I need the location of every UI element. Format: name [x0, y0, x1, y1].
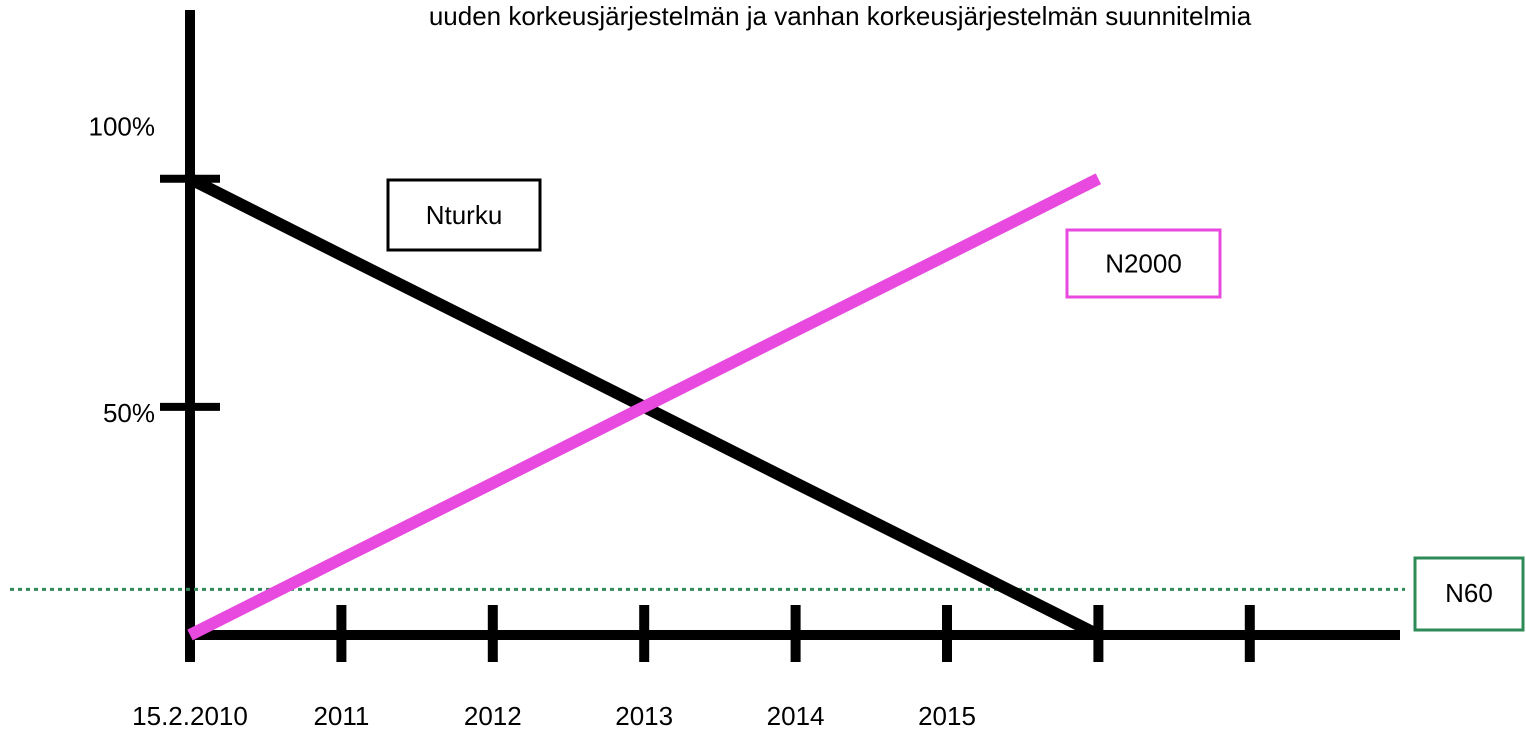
chart-title: uuden korkeusjärjestelmän ja vanhan kork…	[429, 1, 1252, 31]
series-line	[187, 173, 1102, 641]
x-tick-label: 2014	[767, 701, 825, 731]
legend-label: N2000	[1105, 248, 1182, 278]
reference-label: N60	[1445, 578, 1493, 608]
x-tick-label: 2012	[464, 701, 522, 731]
legend-box	[1065, 228, 1222, 299]
y-tick-label: 100%	[89, 112, 156, 142]
reference-label-box	[1413, 556, 1525, 632]
x-tick-label: 2013	[615, 701, 673, 731]
legend-box	[386, 178, 542, 252]
legend-label: Nturku	[426, 200, 503, 230]
x-tick-label: 2015	[918, 701, 976, 731]
x-tick-label: 2011	[313, 701, 369, 731]
x-tick-label: 15.2.2010	[132, 701, 248, 731]
y-tick-label: 50%	[103, 398, 155, 428]
